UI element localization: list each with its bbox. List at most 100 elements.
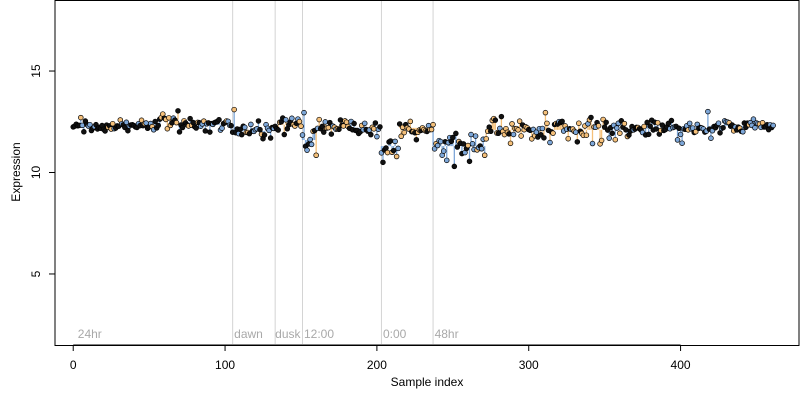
data-point [374, 133, 380, 140]
data-point [492, 117, 499, 123]
data-point [430, 121, 436, 128]
data-point [516, 118, 523, 124]
data-point [328, 131, 335, 137]
data-point [123, 119, 130, 126]
data-point [481, 152, 488, 159]
data-point [351, 120, 357, 127]
data-point [507, 140, 514, 147]
data-point [668, 117, 675, 124]
data-point [686, 120, 693, 127]
data-point [679, 140, 685, 146]
data-point [283, 117, 289, 123]
data-point [647, 123, 653, 129]
data-point [380, 159, 386, 166]
data-point [705, 108, 711, 115]
data-point [166, 115, 172, 121]
data-point [383, 145, 389, 151]
data-point [431, 146, 438, 152]
mean-stems [72, 109, 774, 167]
data-point [617, 130, 623, 136]
data-point [659, 122, 666, 128]
data-point [390, 147, 397, 154]
data-point [138, 117, 145, 124]
data-point [387, 138, 394, 144]
data-point [193, 125, 199, 131]
data-point [469, 141, 476, 147]
data-point [518, 133, 524, 139]
data-point [296, 118, 303, 125]
data-point [510, 131, 517, 138]
data-point [589, 140, 596, 147]
data-point [544, 120, 550, 127]
data-point [109, 120, 116, 127]
data-point [645, 131, 652, 138]
data-point [451, 163, 458, 170]
data-point [574, 139, 581, 145]
data-point [327, 119, 333, 126]
data-point [644, 119, 650, 126]
data-point [255, 118, 262, 124]
x-tick-label: 300 [519, 358, 539, 372]
phase-label: dusk [275, 327, 301, 341]
data-point [202, 128, 209, 134]
data-point [242, 124, 248, 131]
data-point [393, 153, 400, 160]
data-point [298, 123, 304, 129]
x-axis: 0 100 200 300 400 [70, 344, 691, 372]
data-point [316, 116, 322, 123]
x-tick-label: 100 [215, 358, 235, 372]
data-point [164, 125, 171, 132]
data-point [677, 131, 684, 138]
data-point [478, 146, 485, 152]
x-tick-label: 400 [671, 358, 691, 372]
data-point [434, 142, 441, 149]
data-point [515, 127, 521, 133]
data-point [541, 135, 547, 141]
data-point [368, 131, 374, 138]
data-point [598, 137, 605, 144]
data-point [483, 136, 489, 142]
data-point [495, 130, 502, 137]
phase-annotations: 24hr dawn dusk 12:00 0:00 48hr [78, 327, 459, 341]
data-point [207, 129, 213, 135]
data-point [319, 123, 325, 130]
data-point [377, 124, 383, 130]
data-point [655, 120, 661, 126]
y-tick-label: 5 [29, 270, 43, 277]
data-point [87, 121, 93, 128]
data-point [321, 129, 327, 135]
data-point [179, 124, 186, 131]
data-point [573, 129, 579, 135]
divider-lines [232, 1, 434, 344]
data-point [676, 125, 682, 132]
data-point [595, 122, 602, 129]
data-point [216, 116, 222, 123]
plot-box [54, 0, 800, 346]
data-point [372, 120, 379, 126]
data-point [407, 118, 414, 125]
x-tick-label: 0 [70, 358, 77, 372]
data-point [674, 137, 681, 143]
data-point [466, 158, 473, 165]
data-point [187, 115, 193, 122]
data-point [299, 132, 306, 138]
data-point [720, 124, 726, 131]
data-point [443, 157, 450, 164]
data-point [396, 121, 403, 127]
data-point [78, 114, 84, 121]
data-point [623, 127, 629, 133]
data-point [313, 152, 319, 159]
data-point [304, 147, 310, 153]
data-point [428, 126, 435, 133]
data-point [322, 119, 329, 125]
data-point [770, 122, 776, 129]
data-point [533, 129, 540, 135]
data-point [614, 125, 620, 131]
data-point [231, 106, 237, 113]
y-axis-label: Expression [9, 142, 23, 201]
data-point [468, 131, 474, 138]
data-point [715, 120, 722, 126]
data-point [289, 115, 295, 122]
